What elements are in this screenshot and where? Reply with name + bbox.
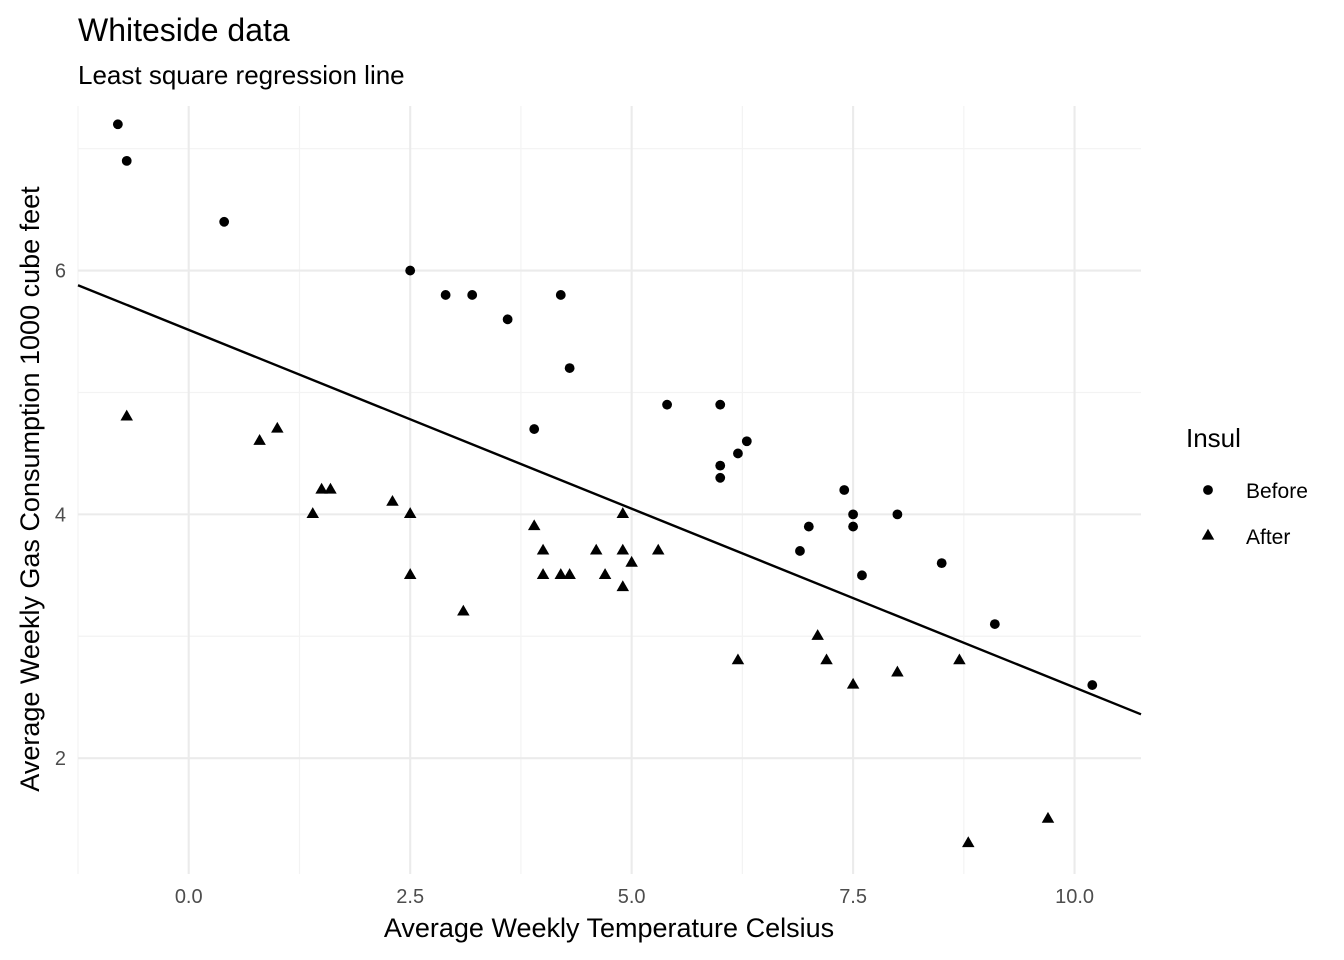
data-point-after — [891, 665, 904, 677]
data-point-after — [315, 482, 328, 494]
data-point-before — [121, 155, 132, 166]
x-tick-label: 5.0 — [618, 886, 646, 908]
legend-title: Insul — [1186, 423, 1241, 453]
data-point-before — [839, 485, 850, 495]
data-point-after — [403, 568, 417, 579]
data-point-after — [120, 409, 133, 421]
x-tick-label: 10.0 — [1055, 886, 1094, 908]
data-point-before — [440, 290, 451, 300]
data-point-before — [892, 509, 903, 520]
y-tick-label: 4 — [55, 504, 66, 526]
data-point-after — [616, 507, 630, 518]
data-point-after — [253, 434, 266, 445]
data-point-after — [616, 580, 630, 592]
data-point-after — [324, 482, 337, 494]
data-point-after — [563, 568, 576, 579]
data-point-before — [555, 290, 566, 300]
data-point-after — [598, 568, 612, 579]
data-point-after — [589, 543, 603, 555]
x-axis-title: Average Weekly Temperature Celsius — [384, 913, 834, 943]
chart-subtitle: Least square regression line — [78, 60, 405, 90]
data-point-after — [953, 653, 966, 665]
data-point-after — [1041, 811, 1055, 823]
data-point-before — [715, 472, 726, 483]
tick-labels-layer: 0.0 2.5 5.0 7.5 10.0 2 4 6 — [55, 261, 1094, 908]
data-point-after — [962, 836, 975, 848]
data-point-after — [536, 568, 550, 579]
regression-line — [77, 284, 1142, 716]
legend-label-before: Before — [1246, 480, 1308, 503]
data-point-before — [989, 619, 1000, 629]
data-point-before — [741, 436, 752, 447]
data-point-before — [795, 546, 805, 556]
data-point-before — [564, 363, 575, 373]
y-tick-label: 2 — [55, 748, 66, 770]
data-point-before — [405, 265, 416, 276]
data-point-before — [733, 448, 743, 459]
legend-label-after: After — [1246, 526, 1290, 549]
data-point-after — [386, 494, 399, 506]
chart-title: Whiteside data — [78, 12, 290, 48]
data-point-before — [219, 216, 230, 227]
y-tick-label: 6 — [55, 261, 66, 283]
x-tick-label: 0.0 — [175, 886, 203, 908]
data-point-after — [554, 568, 568, 579]
data-point-after — [811, 629, 824, 640]
legend-marker-before — [1203, 485, 1213, 495]
data-point-before — [502, 314, 513, 325]
data-point-before — [662, 399, 672, 410]
data-point-before — [848, 521, 859, 532]
regression-line-layer — [77, 284, 1142, 716]
data-point-after — [625, 555, 638, 567]
data-point-before — [715, 399, 726, 410]
legend: Insul Before After — [1186, 423, 1308, 549]
x-tick-label: 2.5 — [396, 886, 424, 908]
legend-item-before: Before — [1203, 480, 1308, 503]
data-point-after — [820, 653, 833, 665]
data-point-after — [403, 507, 417, 518]
data-point-after — [271, 421, 284, 433]
y-axis-title: Average Weekly Gas Consumption 1000 cube… — [15, 186, 45, 792]
legend-items: Before After — [1201, 480, 1308, 549]
points-layer — [112, 119, 1098, 848]
data-point-after — [616, 543, 630, 555]
data-point-before — [848, 509, 859, 520]
data-point-after — [536, 543, 550, 555]
data-point-before — [1087, 680, 1098, 690]
data-point-after — [527, 519, 541, 531]
legend-item-after: After — [1201, 526, 1290, 549]
data-point-after — [846, 677, 860, 689]
data-point-after — [306, 507, 319, 518]
data-point-before — [112, 119, 123, 130]
grid-layer — [77, 106, 1141, 874]
data-point-after — [731, 653, 745, 665]
data-point-before — [936, 558, 947, 569]
data-point-after — [457, 604, 470, 616]
x-tick-label: 7.5 — [839, 886, 867, 908]
legend-marker-after — [1201, 528, 1215, 540]
data-point-after — [651, 543, 665, 555]
data-point-before — [857, 570, 867, 581]
data-point-before — [715, 460, 726, 471]
data-point-before — [529, 424, 540, 434]
data-point-before — [467, 290, 478, 300]
data-point-before — [803, 521, 814, 532]
